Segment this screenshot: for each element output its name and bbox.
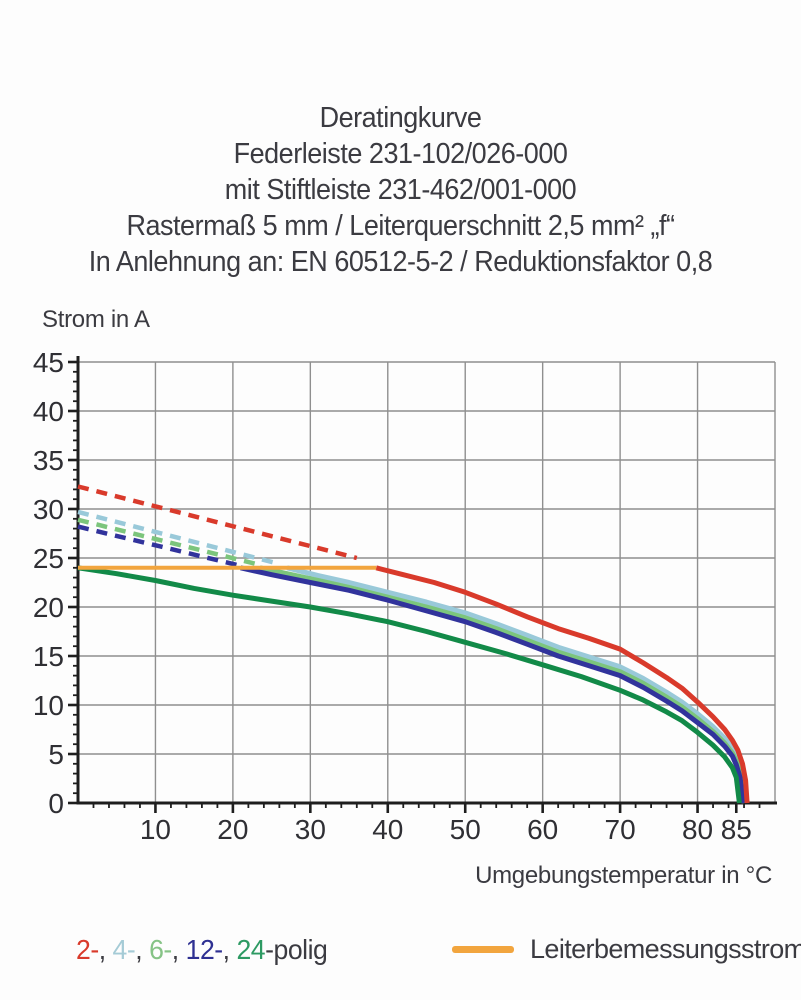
legend-rated: Leiterbemessungsstrom (452, 934, 801, 965)
x-axis-title: Umgebungstemperatur in °C (475, 862, 772, 889)
x-tick-label-50: 50 (450, 814, 481, 845)
y-tick-label-20: 20 (33, 592, 64, 623)
rated-current-line-swatch (452, 946, 514, 953)
legend-pole-segment-3: , (135, 934, 150, 965)
legend-pole-segment-0: 2- (76, 934, 99, 965)
series-6-polig (259, 565, 747, 804)
series-4-polig-dashed (77, 509, 280, 567)
series-2-polig-dashed (77, 484, 358, 561)
x-tick-label-40: 40 (372, 814, 403, 845)
title-line-2: Federleiste 231-102/026-000 (233, 138, 568, 170)
x-tick-label-20: 20 (217, 814, 248, 845)
legend-pole-segment-2: 4- (112, 934, 136, 965)
x-tick-label-80: 80 (682, 814, 713, 845)
x-tick-label-70: 70 (605, 814, 636, 845)
legend-poles: 2-, 4-, 6-, 12-, 24-polig (76, 934, 328, 966)
y-tick-label-35: 35 (33, 445, 64, 476)
legend-pole-segment-5: , (171, 934, 186, 965)
title-line-5: In Anlehnung an: EN 60512-5-2 / Reduktio… (88, 246, 713, 278)
x-tick-label-30: 30 (295, 814, 326, 845)
y-tick-label-10: 10 (33, 690, 64, 721)
series-12-polig-dashed (77, 524, 238, 568)
y-tick-label-0: 0 (48, 788, 64, 819)
title-line-3: mit Stiftleiste 231-462/001-000 (224, 174, 577, 206)
title-line-4: Rastermaß 5 mm / Leiterquerschnitt 2,5 m… (126, 210, 675, 242)
legend-pole-segment-8: 24 (236, 934, 266, 965)
series-12-polig (240, 565, 746, 804)
title-block: Deratingkurve Federleiste 231-102/026-00… (28, 100, 773, 280)
y-tick-label-15: 15 (33, 641, 64, 672)
y-axis-title: Strom in A (42, 306, 150, 333)
y-tick-label-45: 45 (33, 347, 64, 378)
series-2-polig (375, 565, 750, 804)
legend-pole-segment-7: , (222, 934, 237, 965)
series-4-polig (286, 565, 748, 804)
x-tick-label-10: 10 (140, 814, 171, 845)
legend-pole-segment-1: , (98, 934, 113, 965)
legend-pole-segment-9: -polig (265, 934, 328, 965)
rated-current-label: Leiterbemessungsstrom (530, 934, 801, 964)
y-tick-label-40: 40 (33, 396, 64, 427)
x-tick-label-60: 60 (527, 814, 558, 845)
derating-chart: 10 20 30 40 50 60 70 80 85 0 5 10 15 20 25 30 35 40 45 (33, 347, 777, 845)
y-tick-label-30: 30 (33, 494, 64, 525)
legend-pole-segment-4: 6- (149, 934, 172, 965)
y-tick-label-25: 25 (33, 543, 64, 574)
series-24-polig (77, 565, 742, 804)
y-tick-label-5: 5 (48, 739, 64, 770)
series-6-polig-dashed (77, 517, 261, 568)
x-tick-label-85: 85 (721, 814, 752, 845)
legend-pole-segment-6: 12- (185, 934, 223, 965)
title-line-1: Deratingkurve (319, 102, 482, 134)
